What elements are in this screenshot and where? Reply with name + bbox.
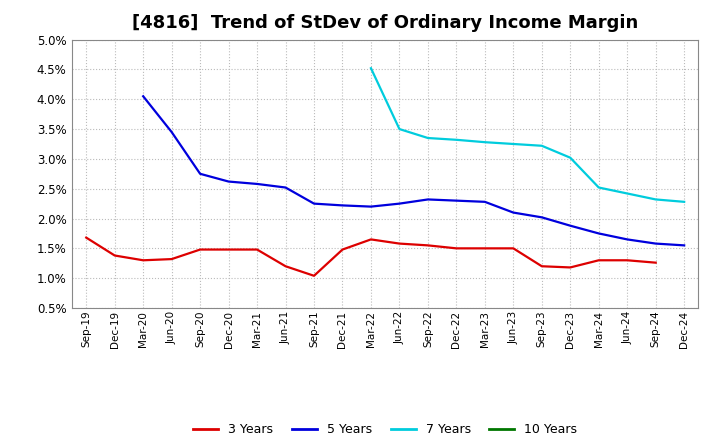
Title: [4816]  Trend of StDev of Ordinary Income Margin: [4816] Trend of StDev of Ordinary Income… — [132, 15, 639, 33]
Legend: 3 Years, 5 Years, 7 Years, 10 Years: 3 Years, 5 Years, 7 Years, 10 Years — [188, 418, 582, 440]
